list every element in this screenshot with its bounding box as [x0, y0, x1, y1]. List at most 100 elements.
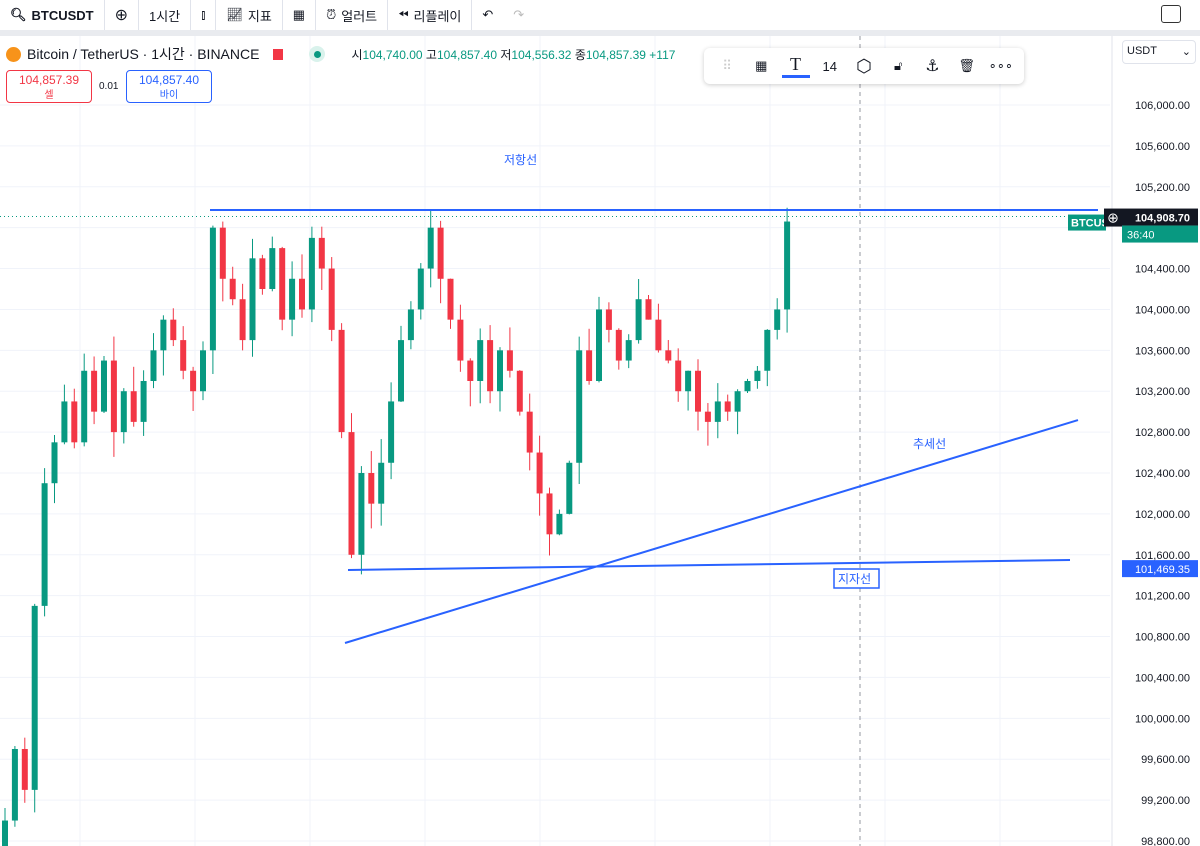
candle-body	[477, 340, 484, 381]
price-tick: 100,400.00	[1135, 672, 1190, 684]
candle-body	[41, 483, 48, 606]
indicators-button[interactable]: 📈︎ 지표	[216, 0, 283, 30]
candle-body	[269, 248, 276, 289]
resistance-label[interactable]: 저항선	[504, 153, 537, 167]
more-icon[interactable]: ∘∘∘	[988, 58, 1014, 73]
candle-body	[734, 391, 741, 412]
candle-body	[328, 268, 335, 330]
candle-body	[120, 391, 127, 433]
candle-body	[101, 360, 107, 412]
alarm-icon: ⏰︎	[326, 7, 337, 22]
candle-body	[229, 278, 236, 300]
add-alert-button[interactable]	[1104, 208, 1122, 227]
price-tick: 101,600.00	[1135, 550, 1190, 562]
undo-icon: ↶	[482, 7, 494, 22]
sell-button[interactable]: 104,857.39 셀	[6, 70, 92, 103]
candle-body	[695, 370, 701, 412]
candle-body	[437, 227, 444, 279]
add-template-icon[interactable]: ▦	[755, 58, 768, 73]
candle-body	[318, 237, 325, 269]
replay-button[interactable]: ⏪︎ 리플레이	[388, 0, 473, 30]
current-price-tag	[1122, 208, 1198, 226]
candle-body	[51, 442, 58, 484]
anchor-icon[interactable]: ⚓︎	[925, 58, 940, 75]
unlock-icon[interactable]: 🔓︎	[893, 58, 903, 73]
price-tick: 103,200.00	[1135, 386, 1190, 398]
candle-body	[11, 748, 18, 821]
compare-button[interactable]: ⊕	[105, 0, 140, 30]
candle-body	[299, 278, 305, 310]
candle-body	[378, 462, 385, 504]
price-tick: 106,000.00	[1135, 100, 1190, 112]
interval-button[interactable]: 1시간	[139, 0, 192, 30]
search-icon: 🔍︎	[10, 7, 27, 22]
candle-body	[457, 319, 464, 361]
trash-icon[interactable]: 🗑︎	[958, 58, 975, 73]
price-tick: 99,600.00	[1141, 754, 1190, 766]
trend-line[interactable]	[344, 419, 1079, 644]
bitcoin-logo-icon	[6, 46, 21, 62]
divider	[0, 30, 1200, 36]
candle-body	[516, 370, 523, 412]
price-tick: 102,800.00	[1135, 427, 1190, 439]
replay-label: 리플레이	[413, 8, 462, 24]
flag-icon[interactable]	[273, 48, 284, 60]
candle-body	[615, 329, 622, 361]
font-size-button[interactable]: 14	[822, 58, 837, 74]
top-toolbar: 🔍︎ BTCUSDT ⊕ 1시간 ⫾ 📈︎ 지표 ▦ ⏰︎ 얼러트 ⏪︎ 리플레이 ↶ …	[0, 0, 1200, 30]
redo-button[interactable]: ↷	[503, 0, 534, 30]
redo-icon: ↷	[513, 7, 525, 22]
candle-body	[71, 401, 78, 443]
support-line[interactable]	[347, 558, 1071, 571]
chart-type-button[interactable]: ⫾	[191, 0, 217, 30]
candle-body	[526, 411, 533, 453]
price-tick: 100,000.00	[1135, 713, 1190, 725]
buy-button[interactable]: 104,857.40 바이	[126, 70, 212, 103]
candle-body	[21, 748, 28, 790]
candle-body	[675, 360, 682, 392]
candle-body	[605, 309, 612, 330]
alert-button[interactable]: ⏰︎ 얼러트	[316, 0, 389, 30]
candle-body	[31, 605, 38, 790]
candle-body	[417, 268, 424, 310]
symbol-tag	[1068, 214, 1106, 231]
candle-body	[279, 248, 286, 320]
candle-body	[348, 432, 355, 555]
candle-body	[665, 350, 672, 361]
price-tick: 103,600.00	[1135, 345, 1190, 357]
price-tick: 105,200.00	[1135, 182, 1190, 194]
support-label[interactable]: 지자선	[838, 572, 871, 586]
currency-select[interactable]: USDT ⌄	[1122, 40, 1196, 64]
symbol-search[interactable]: 🔍︎ BTCUSDT	[0, 0, 105, 30]
spread: 0.01	[99, 81, 119, 92]
alert-label: 얼러트	[341, 8, 378, 24]
templates-button[interactable]: ▦	[283, 0, 317, 30]
candle-body	[81, 370, 88, 443]
candle-body	[61, 401, 68, 443]
candle-body	[407, 309, 414, 341]
candle-body	[308, 237, 315, 310]
trend-label[interactable]: 추세선	[913, 437, 946, 451]
candle-body	[180, 340, 187, 371]
undo-button[interactable]: ↶	[472, 0, 503, 30]
settings-hexagon-icon[interactable]: ⬡	[856, 55, 872, 76]
candle-body	[467, 360, 474, 381]
candle-body	[536, 452, 543, 494]
candle-body	[110, 360, 117, 433]
text-color-icon[interactable]: T	[781, 54, 810, 78]
countdown-tag	[1122, 225, 1198, 243]
candle-body	[754, 370, 761, 381]
candle-body	[289, 278, 296, 320]
price-tick: 101,200.00	[1135, 591, 1190, 603]
support-label-box[interactable]	[833, 568, 880, 589]
plus-circle-icon: ⊕	[1107, 210, 1119, 226]
candle-body	[239, 299, 246, 341]
candle-body	[249, 258, 256, 341]
fullscreen-button[interactable]	[1161, 5, 1181, 23]
drag-handle-icon[interactable]: ⠿	[722, 58, 732, 73]
candle-body	[635, 299, 642, 341]
grid-icon: ▦	[292, 7, 306, 22]
candle-body	[170, 319, 177, 341]
candle-body	[625, 340, 632, 361]
